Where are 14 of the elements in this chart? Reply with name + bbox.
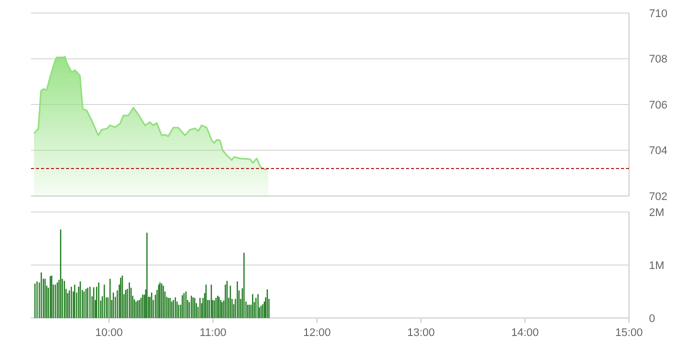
- x-tick-label: 11:00: [200, 327, 226, 339]
- y-tick-label: 2M: [649, 206, 664, 219]
- y-tick-label: 706: [649, 99, 668, 112]
- x-tick-label: 15:00: [615, 327, 643, 339]
- y-tick-label: 702: [649, 190, 668, 203]
- x-tick-label: 14:00: [511, 327, 539, 339]
- y-tick-label: 710: [649, 8, 668, 20]
- y-tick-label: 704: [649, 145, 668, 158]
- x-tick-label: 13:00: [407, 327, 435, 339]
- x-tick-label: 12:00: [303, 327, 331, 339]
- y-tick-label: 0: [649, 312, 656, 325]
- y-tick-label: 708: [649, 54, 668, 66]
- x-tick-label: 10:00: [95, 327, 123, 339]
- y-tick-label: 1M: [649, 260, 664, 272]
